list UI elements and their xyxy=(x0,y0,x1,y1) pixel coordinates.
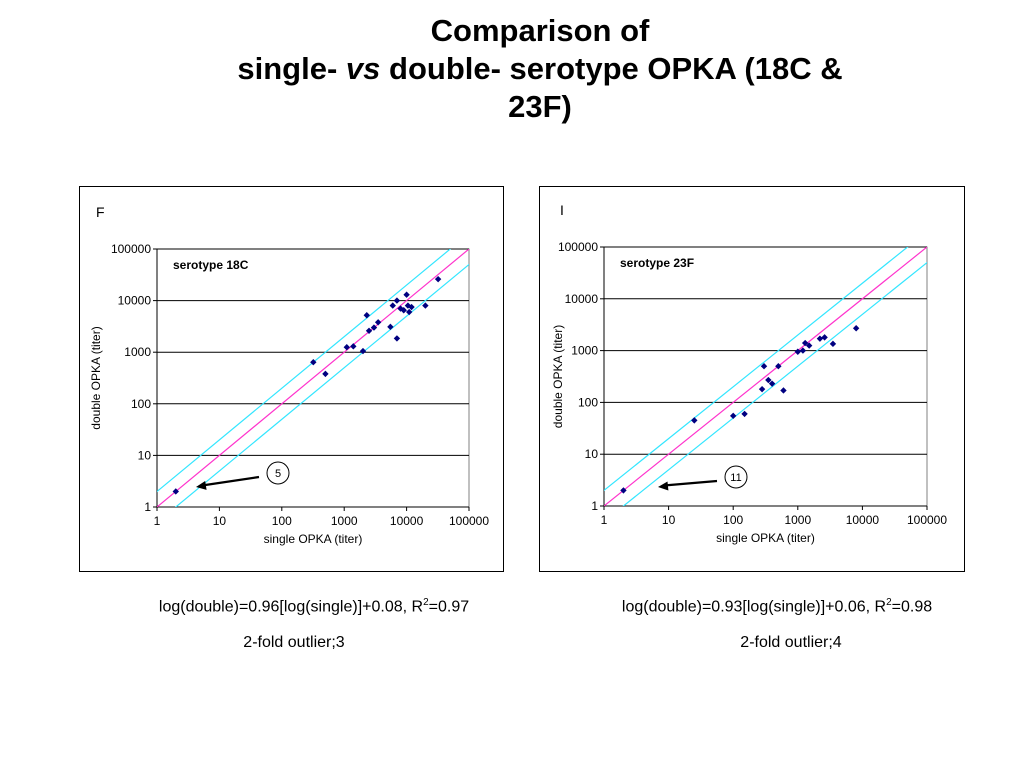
data-point xyxy=(404,302,412,309)
x-tick-label: 10000 xyxy=(390,514,424,528)
data-point xyxy=(829,340,837,348)
equation-prefix: log(double)=0.96[log(single)]+0.08, R xyxy=(158,598,424,616)
y-axis-title: double OPKA (titer) xyxy=(89,326,103,429)
data-point xyxy=(801,339,809,347)
callout-arrow-shaft xyxy=(201,475,260,487)
data-point xyxy=(343,343,350,351)
regression-caption-23f: log(double)=0.93[log(single)]+0.06, R2=0… xyxy=(567,597,987,616)
panel-letter: F xyxy=(96,204,105,220)
data-point xyxy=(400,307,407,314)
y-tick-label: 1 xyxy=(591,499,598,513)
slide-title: Comparison of single- vs double- serotyp… xyxy=(110,12,970,126)
x-tick-label: 1 xyxy=(601,513,608,527)
reference-lines xyxy=(604,247,927,506)
data-point xyxy=(403,291,410,298)
x-axis-title: single OPKA (titer) xyxy=(716,531,815,545)
y-tick-label: 100 xyxy=(131,397,151,411)
data-point xyxy=(310,359,317,366)
title-line-3: 23F) xyxy=(508,89,572,124)
upper-twofold-line xyxy=(604,247,909,492)
outlier-caption-23f: 2-fold outlier;4 xyxy=(740,634,842,651)
y-tick-label: 1000 xyxy=(124,345,151,359)
equation-suffix: =0.97 xyxy=(428,598,470,616)
callout-arrow-head xyxy=(658,481,669,491)
y-tick-label: 10 xyxy=(585,447,599,461)
data-point xyxy=(393,297,401,304)
callout-arrow-head xyxy=(196,480,207,490)
callout-circle xyxy=(724,465,748,489)
data-point xyxy=(374,319,382,326)
data-point xyxy=(408,303,415,311)
x-tick-label: 10 xyxy=(662,513,676,527)
data-point xyxy=(389,302,396,309)
equation-superscript: 2 xyxy=(423,597,429,608)
chart-panel-23f: 1 10 100 1000 10000 100000 1 10 100 1000 10000 1000… xyxy=(539,186,965,572)
scatter-chart-23f: 1 10 100 1000 10000 100000 1 10 100 1000 10000 1000… xyxy=(551,202,947,545)
x-tick-label: 10 xyxy=(213,514,227,528)
data-point xyxy=(620,487,627,494)
callout-arrow-shaft xyxy=(663,479,718,487)
data-point xyxy=(434,275,442,283)
title-part-single: single- xyxy=(237,51,338,86)
y-axis-title: double OPKA (titer) xyxy=(551,325,565,428)
data-point xyxy=(365,327,373,334)
series-label: serotype 18C xyxy=(173,258,249,272)
x-tick-label: 1 xyxy=(154,514,161,528)
equation-prefix: log(double)=0.93[log(single)]+0.06, R xyxy=(621,598,887,616)
title-part-double: double- serotype OPKA (18C & xyxy=(389,51,843,86)
data-point xyxy=(765,376,772,384)
data-point xyxy=(821,334,828,341)
data-point xyxy=(322,370,329,378)
y-tick-label: 10000 xyxy=(118,294,152,308)
data-point xyxy=(359,347,367,355)
callout-number: 5 xyxy=(275,468,281,480)
x-tick-label: 1000 xyxy=(784,513,811,527)
x-tick-label: 100000 xyxy=(907,513,947,527)
identity-line xyxy=(157,249,469,507)
regression-caption-18c: log(double)=0.96[log(single)]+0.08, R2=0… xyxy=(104,597,524,616)
scatter-chart-18c: 1 10 100 1000 10000 100000 1 10 100 1000 10000 1000… xyxy=(89,204,489,546)
data-point xyxy=(760,362,768,370)
y-tick-label: 1000 xyxy=(571,344,598,358)
x-tick-label: 10000 xyxy=(846,513,880,527)
y-tick-label: 10 xyxy=(138,448,152,462)
y-tick-label: 10000 xyxy=(565,292,599,306)
data-point xyxy=(393,335,401,342)
title-line-2: single- vs double- serotype OPKA (18C & xyxy=(110,50,970,88)
title-part-vs: vs xyxy=(345,51,381,86)
data-point xyxy=(422,302,429,309)
outlier-caption-18c: 2-fold outlier;3 xyxy=(243,634,345,651)
lower-twofold-line xyxy=(174,263,469,507)
chart-panel-18c: 1 10 100 1000 10000 100000 1 10 100 1000 10000 1000… xyxy=(79,186,504,572)
y-tick-label: 1 xyxy=(144,500,151,514)
data-point xyxy=(758,385,766,393)
y-tick-label: 100 xyxy=(578,395,598,409)
data-point xyxy=(370,324,378,331)
series-label: serotype 23F xyxy=(620,256,694,270)
data-point xyxy=(363,312,370,319)
panel-letter: I xyxy=(560,202,564,218)
equation-suffix: =0.98 xyxy=(891,598,933,616)
y-tick-label: 100000 xyxy=(558,240,598,254)
callout-number: 11 xyxy=(730,472,741,484)
x-tick-label: 100 xyxy=(272,514,292,528)
callout-circle xyxy=(266,461,290,485)
lower-twofold-line xyxy=(622,261,927,506)
x-tick-label: 100000 xyxy=(449,514,489,528)
title-line-1: Comparison of xyxy=(430,13,650,48)
equation-superscript: 2 xyxy=(886,597,892,608)
x-tick-label: 1000 xyxy=(331,514,358,528)
x-axis-title: single OPKA (titer) xyxy=(264,532,363,546)
x-tick-label: 100 xyxy=(723,513,743,527)
identity-line xyxy=(604,247,927,506)
y-tick-label: 100000 xyxy=(111,242,151,256)
